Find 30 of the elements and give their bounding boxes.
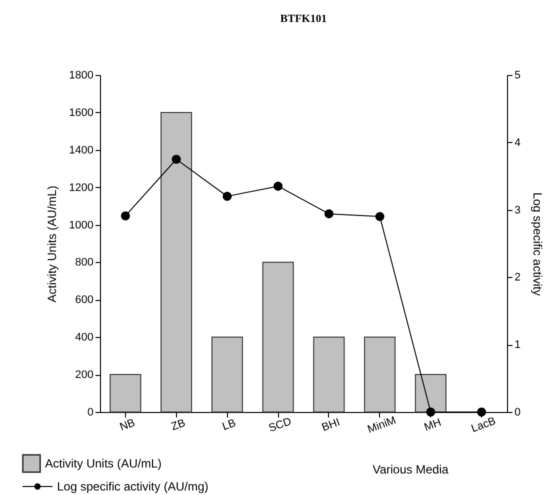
- x-tick-label: ZB: [170, 417, 188, 434]
- y-tick-label: 1800: [69, 70, 94, 82]
- x-tick-label: MH: [422, 416, 443, 434]
- y2-tick-label: 4: [514, 136, 521, 149]
- y-axis-title: Activity Units (AU/mL): [45, 186, 60, 302]
- x-tick-label: SCD: [267, 416, 294, 435]
- y-tick-label: 400: [75, 332, 94, 344]
- y2-tick-label: 3: [514, 204, 521, 216]
- x-tick-label: MiniM: [366, 414, 398, 436]
- y-tick-label: 600: [75, 294, 94, 306]
- x-tick-label: LB: [220, 417, 238, 434]
- legend-label: Log specific activity (AU/mg): [57, 480, 208, 494]
- y2-tick-label: 0: [514, 406, 521, 418]
- y2-tick-label: 5: [514, 70, 521, 82]
- y-tick-label: 0: [87, 406, 94, 418]
- chart-title: BTFK101: [280, 13, 327, 25]
- y-tick-label: 1600: [69, 106, 94, 119]
- x-tick-label: NB: [118, 416, 137, 434]
- x-axis-title: Various Media: [372, 462, 449, 476]
- legend-label: Activity Units (AU/mL): [45, 456, 162, 470]
- y-tick-label: 200: [75, 369, 94, 382]
- x-tick-label: BHI: [320, 416, 342, 434]
- y2-tick-label: 2: [514, 272, 521, 284]
- y-tick-label: 1000: [69, 219, 94, 232]
- y2-axis-title: Log specific activity: [530, 192, 545, 296]
- y2-tick-label: 1: [514, 339, 521, 352]
- y-tick-label: 1400: [69, 144, 94, 156]
- y-tick-label: 1200: [69, 182, 94, 194]
- x-tick-label: LacB: [470, 415, 498, 436]
- y-tick-label: 800: [75, 256, 94, 269]
